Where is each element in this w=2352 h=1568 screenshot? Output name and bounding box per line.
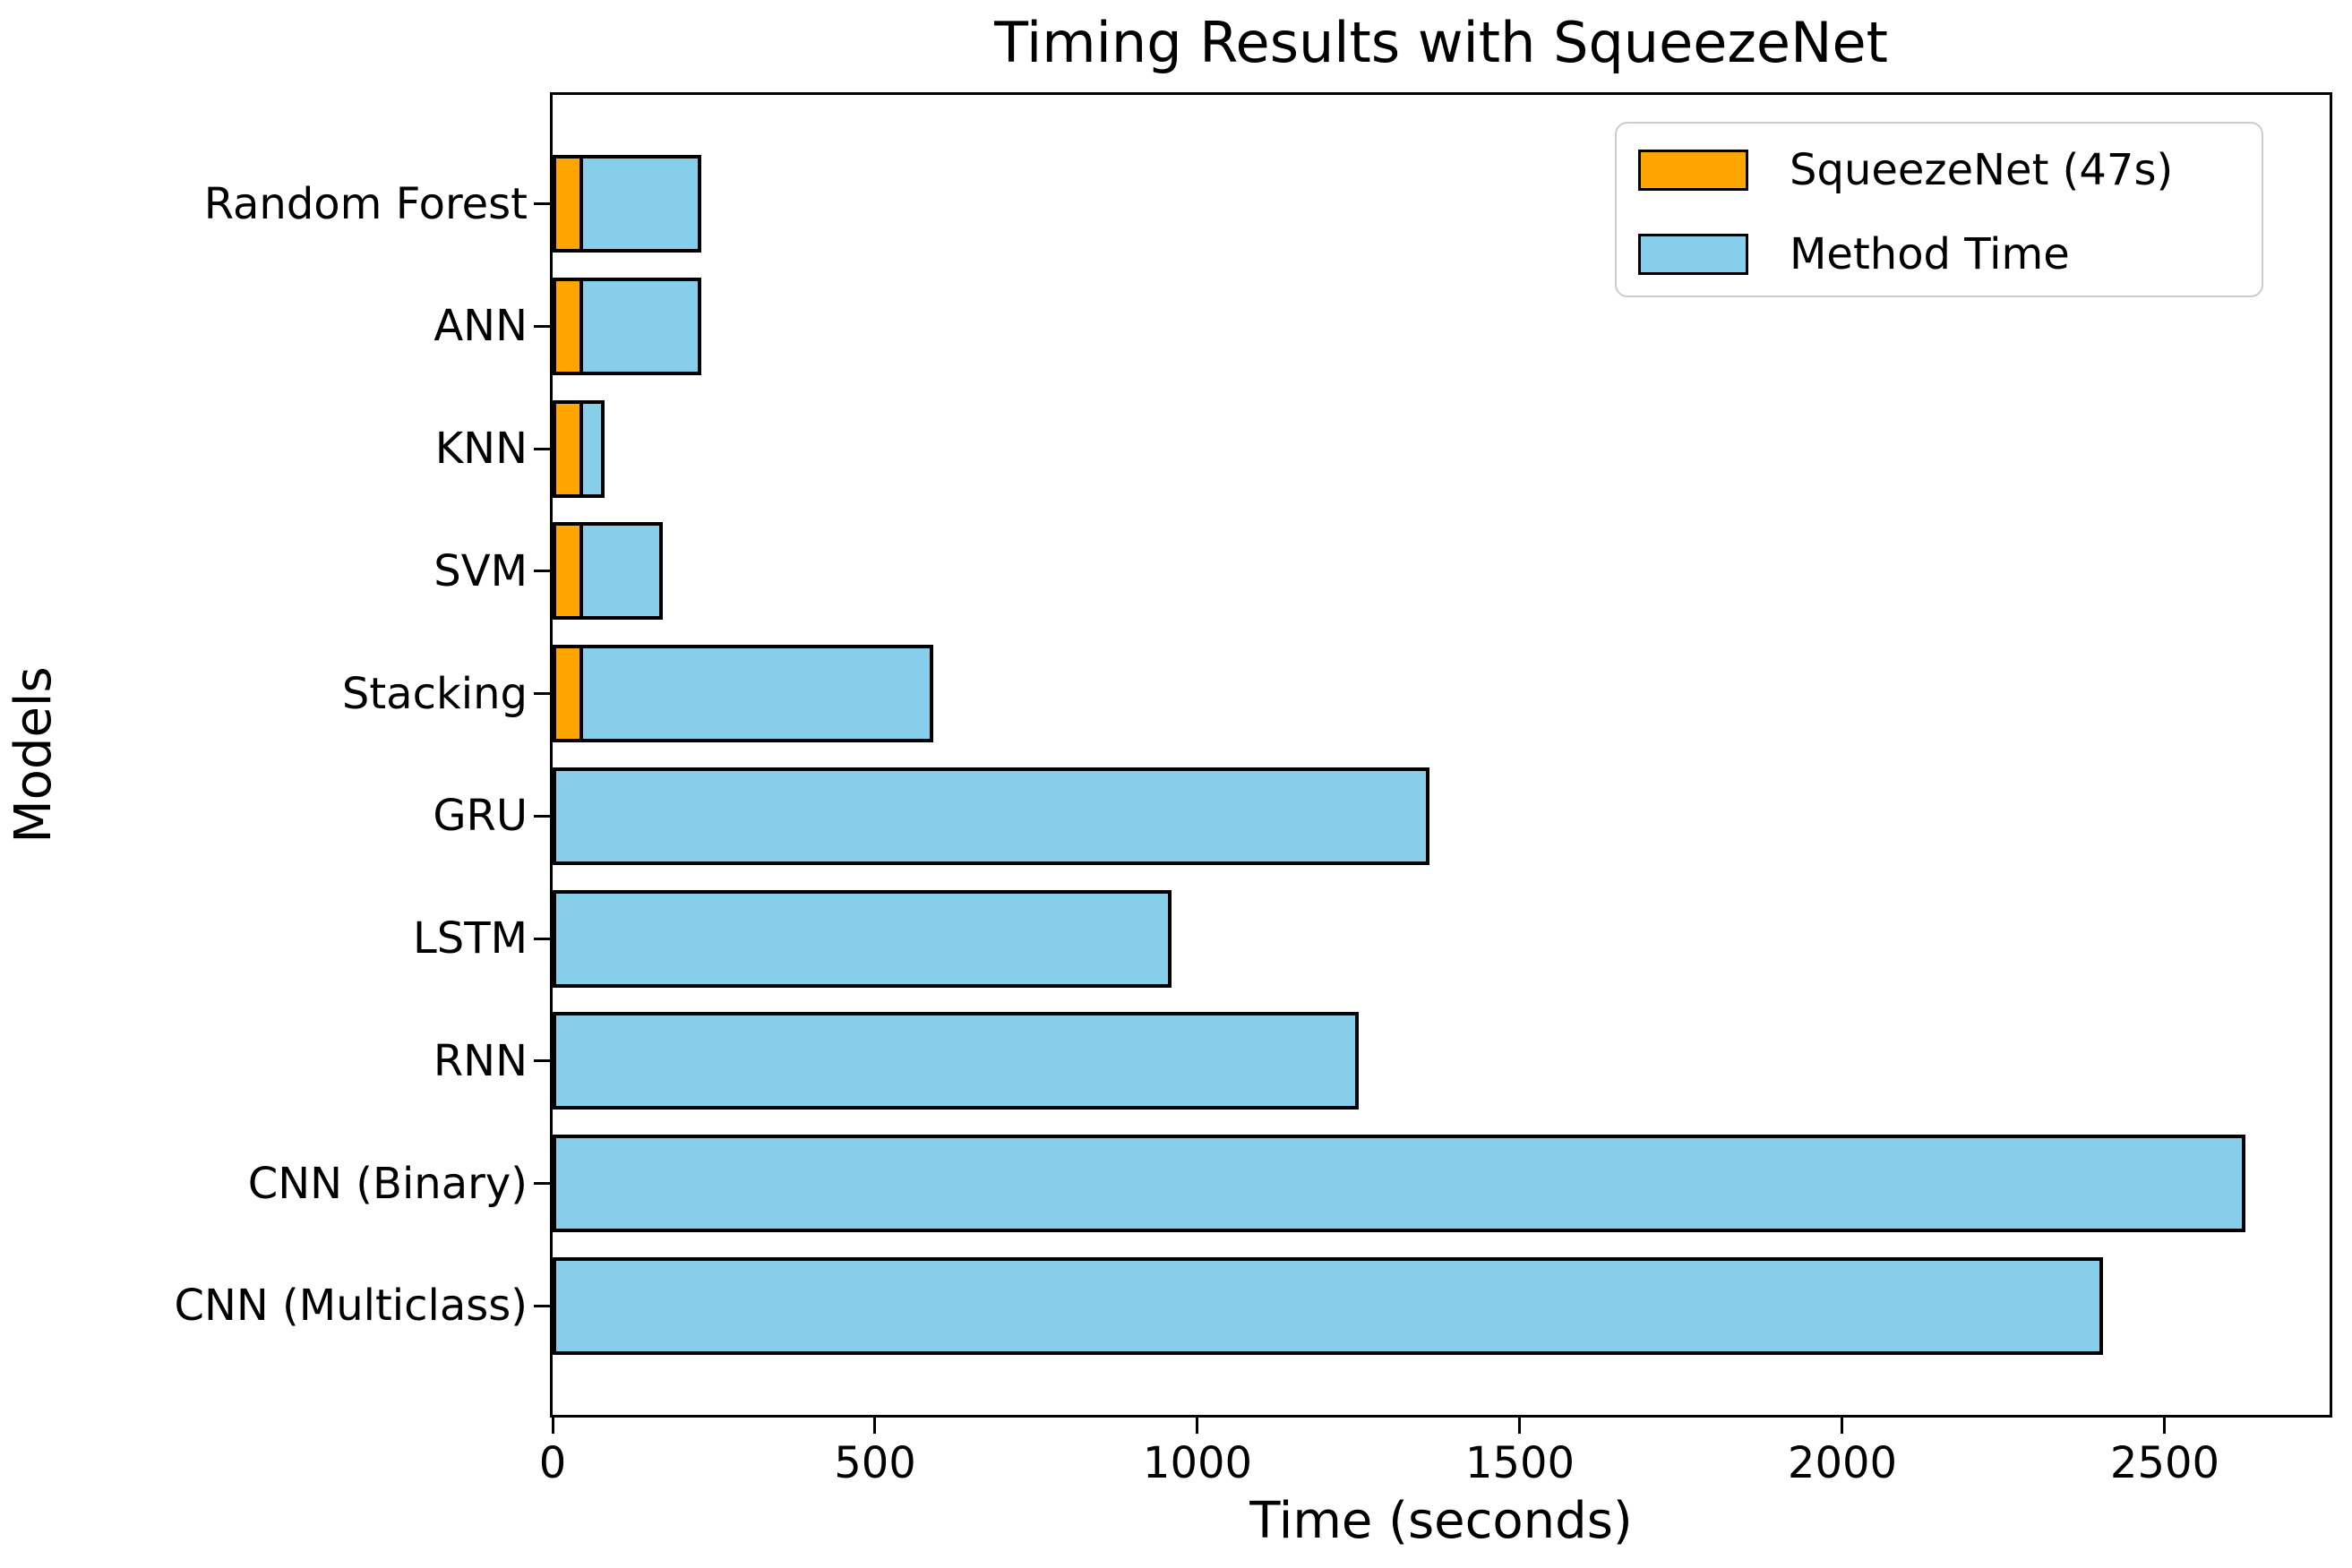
y-tick-label: KNN: [434, 424, 528, 474]
x-tick-label: 1500: [1464, 1438, 1575, 1488]
x-axis-label: Time (seconds): [1249, 1492, 1633, 1550]
bar-segment-method-8: [553, 1135, 2245, 1232]
bar-segment-squeezenet-2: [553, 400, 583, 498]
x-tick-mark: [873, 1418, 876, 1434]
legend-label-squeezenet: SqueezeNet (47s): [1790, 145, 2174, 195]
legend-swatch-method-time: [1638, 234, 1748, 275]
bar-segment-method-6: [553, 890, 1172, 988]
x-tick-mark: [1196, 1418, 1198, 1434]
y-tick-mark: [534, 815, 550, 818]
y-tick-mark: [534, 1059, 550, 1062]
x-tick-label: 1000: [1142, 1438, 1253, 1488]
y-tick-label: Random Forest: [203, 179, 528, 229]
y-tick-mark: [534, 938, 550, 940]
bar-segment-squeezenet-1: [553, 278, 583, 375]
x-tick-label: 0: [538, 1438, 567, 1488]
bar-segment-squeezenet-3: [553, 522, 583, 620]
legend-item-squeezenet: SqueezeNet (47s): [1638, 147, 2238, 193]
x-tick-mark: [2163, 1418, 2166, 1434]
bar-segment-method-5: [553, 767, 1429, 865]
bar-segment-method-3: [579, 522, 663, 620]
y-tick-mark: [534, 1305, 550, 1307]
y-tick-mark: [534, 692, 550, 695]
x-tick-mark: [1841, 1418, 1843, 1434]
bar-segment-squeezenet-4: [553, 645, 583, 742]
y-tick-mark: [534, 448, 550, 450]
y-tick-label: ANN: [433, 301, 528, 351]
plot-area: SqueezeNet (47s) Method Time: [550, 92, 2332, 1418]
legend: SqueezeNet (47s) Method Time: [1615, 122, 2263, 297]
chart-title: Timing Results with SqueezeNet: [994, 10, 1888, 75]
bar-segment-method-4: [579, 645, 933, 742]
y-tick-mark: [534, 1182, 550, 1185]
bar-segment-method-9: [553, 1257, 2103, 1355]
x-tick-mark: [1518, 1418, 1521, 1434]
y-tick-label: CNN (Multiclass): [174, 1281, 528, 1331]
y-tick-mark: [534, 202, 550, 205]
legend-swatch-squeezenet: [1638, 150, 1748, 191]
bar-segment-squeezenet-0: [553, 155, 583, 253]
legend-item-method-time: Method Time: [1638, 231, 2238, 278]
y-axis-label: Models: [4, 666, 63, 844]
y-tick-label: CNN (Binary): [247, 1159, 528, 1209]
x-tick-mark: [552, 1418, 554, 1434]
y-tick-label: SVM: [433, 546, 528, 596]
x-tick-label: 2500: [2109, 1438, 2220, 1488]
y-tick-label: LSTM: [413, 913, 528, 964]
x-tick-label: 500: [834, 1438, 916, 1488]
y-tick-label: RNN: [433, 1036, 528, 1086]
y-tick-mark: [534, 325, 550, 328]
bar-segment-method-7: [553, 1012, 1359, 1110]
bar-segment-method-1: [579, 278, 701, 375]
y-tick-label: GRU: [433, 791, 528, 841]
y-tick-mark: [534, 570, 550, 572]
x-tick-label: 2000: [1787, 1438, 1898, 1488]
legend-label-method-time: Method Time: [1790, 229, 2070, 279]
bar-segment-method-0: [579, 155, 701, 253]
y-tick-label: Stacking: [341, 669, 528, 719]
bar-segment-method-2: [579, 400, 605, 498]
